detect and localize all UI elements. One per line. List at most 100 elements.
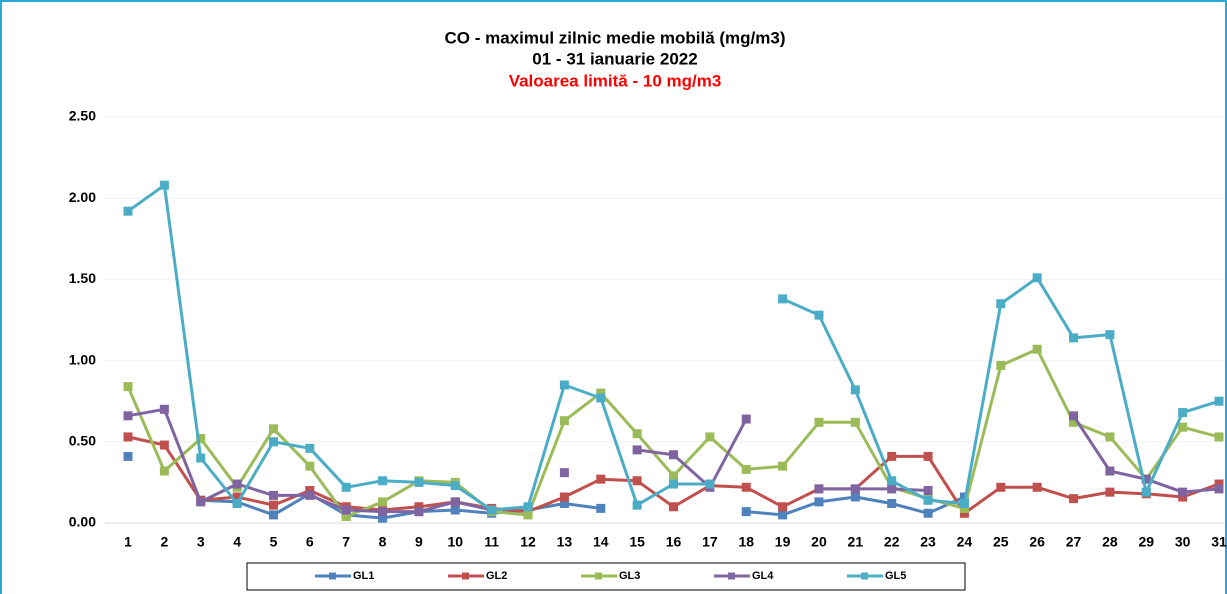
marker bbox=[1105, 432, 1115, 442]
marker bbox=[923, 508, 933, 518]
x-tick-label: 26 bbox=[1029, 534, 1045, 550]
marker bbox=[414, 502, 424, 512]
marker bbox=[959, 499, 969, 509]
x-tick-label: 22 bbox=[884, 534, 900, 550]
marker bbox=[305, 490, 315, 500]
marker bbox=[559, 492, 569, 502]
marker bbox=[559, 499, 569, 509]
legend-marker bbox=[728, 572, 735, 580]
marker bbox=[305, 443, 315, 453]
marker bbox=[632, 500, 642, 510]
series-line bbox=[127, 407, 1220, 514]
marker bbox=[123, 382, 133, 392]
marker bbox=[778, 294, 788, 304]
chart-subtitle: 01 - 31 ianuarie 2022 bbox=[532, 49, 697, 68]
marker bbox=[669, 479, 678, 489]
marker bbox=[1141, 474, 1151, 484]
y-tick-label: 0.50 bbox=[69, 433, 96, 449]
marker bbox=[268, 500, 278, 510]
marker bbox=[850, 417, 860, 427]
marker bbox=[850, 385, 860, 395]
marker bbox=[1178, 408, 1188, 418]
marker bbox=[559, 416, 569, 426]
x-tick-label: 29 bbox=[1138, 534, 1154, 550]
marker bbox=[1069, 333, 1079, 343]
marker bbox=[1178, 487, 1188, 497]
marker bbox=[378, 476, 388, 486]
marker bbox=[669, 502, 678, 512]
marker bbox=[378, 507, 388, 517]
x-tick-label: 4 bbox=[233, 534, 241, 550]
marker bbox=[1214, 432, 1224, 442]
marker bbox=[814, 310, 824, 320]
marker bbox=[996, 482, 1006, 492]
legend-label: GL5 bbox=[885, 570, 906, 582]
x-tick-label: 5 bbox=[270, 534, 278, 550]
marker bbox=[523, 502, 533, 512]
series-line bbox=[127, 183, 1220, 512]
marker bbox=[887, 484, 897, 494]
marker bbox=[923, 486, 933, 496]
x-tick-label: 27 bbox=[1066, 534, 1082, 550]
marker bbox=[450, 481, 460, 491]
marker bbox=[959, 503, 969, 513]
marker bbox=[305, 461, 315, 471]
marker bbox=[741, 464, 751, 474]
marker bbox=[378, 497, 388, 507]
marker bbox=[487, 505, 497, 515]
marker bbox=[1032, 344, 1042, 354]
x-tick-label: 6 bbox=[306, 534, 314, 550]
marker bbox=[1032, 273, 1042, 283]
marker bbox=[414, 507, 424, 517]
legend-label: GL1 bbox=[353, 570, 374, 582]
legend-marker bbox=[462, 572, 469, 580]
x-tick-label: 12 bbox=[520, 534, 536, 550]
marker bbox=[159, 404, 169, 414]
marker bbox=[596, 388, 606, 398]
marker bbox=[887, 499, 897, 509]
marker bbox=[596, 474, 606, 484]
marker bbox=[778, 461, 788, 471]
legend-label: GL2 bbox=[486, 570, 507, 582]
marker bbox=[814, 497, 824, 507]
marker bbox=[959, 508, 969, 518]
x-tick-label: 23 bbox=[920, 534, 936, 550]
marker bbox=[741, 414, 751, 424]
marker bbox=[996, 299, 1006, 309]
marker bbox=[923, 451, 933, 461]
marker bbox=[1069, 411, 1079, 421]
marker bbox=[159, 440, 169, 450]
marker bbox=[1214, 396, 1224, 406]
marker bbox=[268, 490, 278, 500]
marker bbox=[123, 432, 133, 442]
marker bbox=[450, 497, 460, 507]
marker bbox=[814, 417, 824, 427]
x-tick-label: 24 bbox=[957, 534, 973, 550]
marker bbox=[596, 503, 606, 513]
x-tick-label: 11 bbox=[484, 534, 499, 550]
marker bbox=[850, 492, 860, 502]
marker bbox=[1178, 422, 1188, 432]
x-tick-label: 21 bbox=[848, 534, 864, 550]
marker bbox=[632, 429, 642, 439]
marker bbox=[196, 453, 206, 463]
x-tick-label: 10 bbox=[448, 534, 464, 550]
marker bbox=[1069, 494, 1079, 504]
marker bbox=[341, 505, 351, 515]
y-tick-label: 2.50 bbox=[69, 108, 96, 124]
marker bbox=[741, 482, 751, 492]
marker bbox=[123, 411, 133, 421]
legend-marker bbox=[595, 572, 602, 580]
x-tick-label: 30 bbox=[1175, 534, 1191, 550]
marker bbox=[887, 476, 897, 486]
marker bbox=[596, 393, 606, 403]
legend-marker bbox=[329, 572, 336, 580]
marker bbox=[1105, 466, 1115, 476]
y-tick-label: 1.50 bbox=[69, 270, 96, 286]
marker bbox=[123, 451, 133, 461]
x-tick-label: 7 bbox=[342, 534, 350, 550]
marker bbox=[1141, 487, 1151, 497]
marker bbox=[341, 512, 351, 522]
marker bbox=[232, 499, 242, 509]
